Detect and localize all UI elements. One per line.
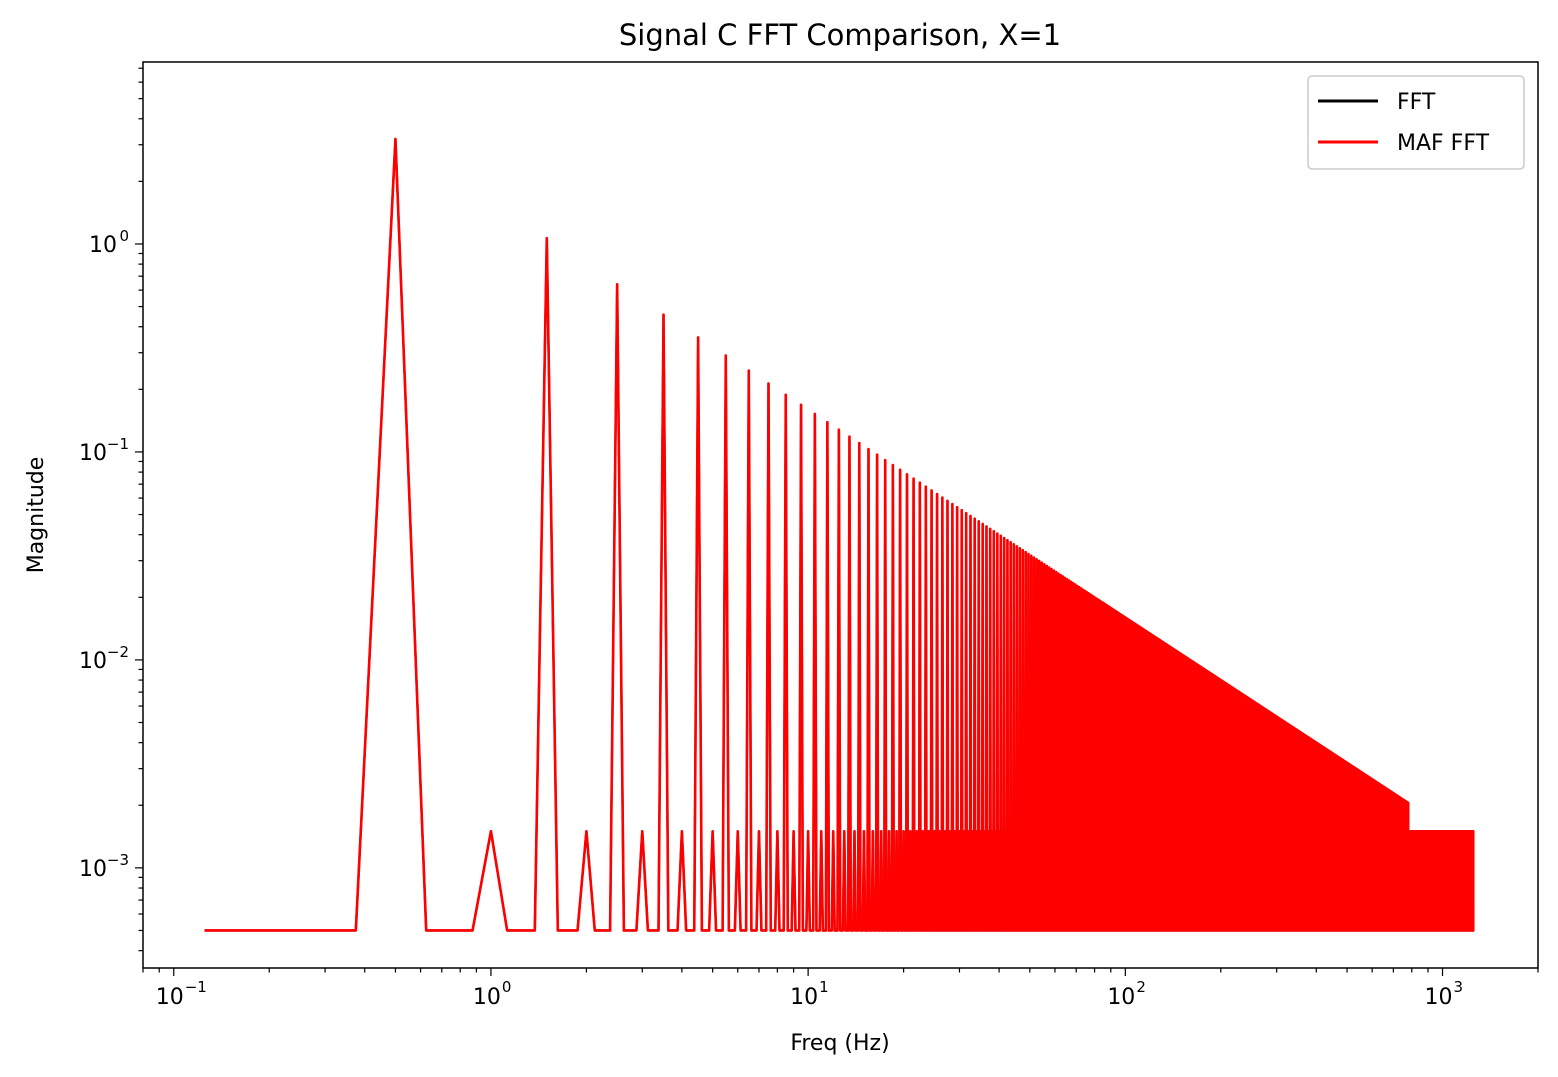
y-tick-exponent: −1	[107, 435, 129, 453]
y-axis: 010−110−210−310	[79, 67, 143, 952]
legend: FFT MAF FFT	[1307, 75, 1525, 170]
y-tick-exponent: 0	[119, 227, 129, 245]
x-axis-label: Freq (Hz)	[790, 1031, 889, 1056]
x-tick-label: 10	[1425, 985, 1453, 1010]
series-line-1	[204, 137, 1475, 932]
x-tick-exponent: 1	[819, 978, 829, 996]
y-tick-label: 10	[79, 857, 107, 882]
x-tick-exponent: −1	[185, 978, 207, 996]
y-tick-label: 10	[79, 441, 107, 466]
x-tick-label: 10	[473, 985, 501, 1010]
x-tick-label: 10	[1107, 985, 1135, 1010]
x-tick-label: 10	[156, 985, 184, 1010]
x-tick-exponent: 0	[502, 978, 512, 996]
x-tick-exponent: 2	[1136, 978, 1146, 996]
y-tick-label: 10	[79, 649, 107, 674]
y-tick-exponent: −3	[107, 851, 129, 869]
y-tick-exponent: −2	[107, 643, 129, 661]
chart-title: Signal C FFT Comparison, X=1	[619, 18, 1061, 52]
legend-box	[1307, 75, 1525, 170]
x-axis: 10 −1 10 0 10 1 10 2 10 3	[142, 968, 1539, 1010]
y-tick-label: 10	[89, 233, 117, 258]
plot-area	[204, 137, 1475, 932]
legend-fft-label: FFT	[1397, 90, 1436, 115]
x-tick-label: 10	[790, 985, 818, 1010]
axes-frame	[142, 61, 1539, 969]
y-axis-label: Magnitude	[24, 457, 49, 574]
x-tick-exponent: 3	[1454, 978, 1464, 996]
legend-maf-fft-label: MAF FFT	[1397, 131, 1490, 156]
